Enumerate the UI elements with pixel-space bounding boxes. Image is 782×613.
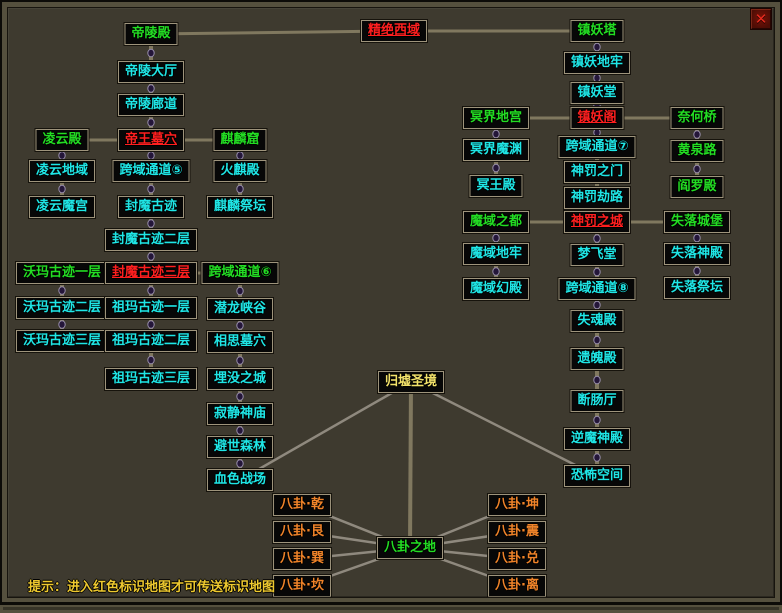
map-node-diwang-muxue[interactable]: 帝王墓穴 <box>117 129 185 151</box>
map-node-bagua-dui[interactable]: 八卦·兑 <box>488 548 546 570</box>
map-node-bagua-li[interactable]: 八卦·离 <box>488 575 546 597</box>
map-node-zhenyao-ge[interactable]: 镇妖阁 <box>570 107 624 129</box>
map-node-yipo-dian[interactable]: 遗魄殿 <box>570 348 624 370</box>
map-node-qianlong-xiagu[interactable]: 潜龙峡谷 <box>206 298 274 320</box>
map-node-mengfei-tang[interactable]: 梦飞堂 <box>570 244 624 266</box>
map-node-huoqi-dian[interactable]: 火麒殿 <box>213 160 267 182</box>
hint-text: 提示：进入红色标识地图才可传送标识地图 <box>28 580 276 595</box>
close-icon: ✕ <box>754 9 768 28</box>
map-node-moyu-zhidu[interactable]: 魔域之都 <box>462 211 530 233</box>
map-node-maimo-zhicheng[interactable]: 埋没之城 <box>206 368 274 390</box>
map-node-lingyun-mogong[interactable]: 凌云魔宫 <box>28 196 96 218</box>
map-node-woma-1[interactable]: 沃玛古迹一层 <box>15 262 109 284</box>
map-node-yanluo-dian[interactable]: 阎罗殿 <box>670 176 724 198</box>
map-node-shenfa-jielu[interactable]: 神罚劫路 <box>563 187 631 209</box>
map-node-diling-dating[interactable]: 帝陵大厅 <box>117 61 185 83</box>
map-node-bagua-gen[interactable]: 八卦·艮 <box>273 521 331 543</box>
map-node-shiluo-chengbao[interactable]: 失落城堡 <box>663 211 731 233</box>
map-node-lingyun-dian[interactable]: 凌云殿 <box>35 129 89 151</box>
map-node-mingjie-digong[interactable]: 冥界地宫 <box>462 107 530 129</box>
map-node-zhenyao-tang[interactable]: 镇妖堂 <box>570 82 624 104</box>
map-node-zhenyao-dilao[interactable]: 镇妖地牢 <box>563 52 631 74</box>
map-node-bagua-kan[interactable]: 八卦·坎 <box>273 575 331 597</box>
map-node-jingjue-xiyu[interactable]: 精绝西域 <box>360 20 428 42</box>
map-node-moyu-huandian[interactable]: 魔域幻殿 <box>462 278 530 300</box>
map-node-nimo-shendian[interactable]: 逆魔神殿 <box>563 428 631 450</box>
map-node-diling-dian[interactable]: 帝陵殿 <box>124 23 178 45</box>
map-node-kuayu-5[interactable]: 跨域通道⑤ <box>112 160 190 182</box>
map-node-guixu-shengjing[interactable]: 归墟圣境 <box>377 371 445 393</box>
map-node-lingyun-diyu[interactable]: 凌云地域 <box>28 160 96 182</box>
map-node-xiangsi-muxue[interactable]: 相思墓穴 <box>206 331 274 353</box>
map-node-shiluo-jitan[interactable]: 失落祭坛 <box>663 277 731 299</box>
map-node-mingjie-moyuan[interactable]: 冥界魔渊 <box>462 139 530 161</box>
map-node-bagua-zhen[interactable]: 八卦·震 <box>488 521 546 543</box>
map-node-bagua-xun[interactable]: 八卦·巽 <box>273 548 331 570</box>
map-node-shenfa-zhimen[interactable]: 神罚之门 <box>563 161 631 183</box>
map-node-bagua-zhidi[interactable]: 八卦之地 <box>376 537 444 559</box>
map-node-bagua-qian[interactable]: 八卦·乾 <box>273 494 331 516</box>
map-node-duanchang-ting[interactable]: 断肠厅 <box>570 390 624 412</box>
map-node-woma-3[interactable]: 沃玛古迹三层 <box>15 330 109 352</box>
map-node-qilin-jitan[interactable]: 麒麟祭坛 <box>206 196 274 218</box>
map-node-kongbu-kongjian[interactable]: 恐怖空间 <box>563 465 631 487</box>
map-node-jijing-shenmiao[interactable]: 寂静神庙 <box>206 403 274 425</box>
map-node-shiluo-shendian[interactable]: 失落神殿 <box>663 243 731 265</box>
map-node-kuayu-7[interactable]: 跨域通道⑦ <box>558 136 636 158</box>
map-node-shenfa-zhicheng[interactable]: 神罚之城 <box>563 211 631 233</box>
map-node-kuayu-8[interactable]: 跨域通道⑧ <box>558 278 636 300</box>
map-node-zhenyao-ta[interactable]: 镇妖塔 <box>570 20 624 42</box>
map-node-fengmo-guji[interactable]: 封魔古迹 <box>117 196 185 218</box>
map-node-fengmo-3[interactable]: 封魔古迹三层 <box>104 262 198 284</box>
map-node-naihe-qiao[interactable]: 奈何桥 <box>670 107 724 129</box>
map-node-huangquan-lu[interactable]: 黄泉路 <box>670 140 724 162</box>
map-node-zuma-1[interactable]: 祖玛古迹一层 <box>104 297 198 319</box>
map-node-bagua-kun[interactable]: 八卦·坤 <box>488 494 546 516</box>
map-node-kuayu-6[interactable]: 跨域通道⑥ <box>201 262 279 284</box>
map-node-bishi-senlin[interactable]: 避世森林 <box>206 436 274 458</box>
map-node-fengmo-2[interactable]: 封魔古迹二层 <box>104 229 198 251</box>
close-button[interactable]: ✕ <box>750 8 772 30</box>
map-node-moyu-dilao[interactable]: 魔域地牢 <box>462 243 530 265</box>
map-node-qilin-ku[interactable]: 麒麟窟 <box>213 129 267 151</box>
map-node-zuma-3[interactable]: 祖玛古迹三层 <box>104 368 198 390</box>
map-node-shihun-dian[interactable]: 失魂殿 <box>570 310 624 332</box>
map-node-woma-2[interactable]: 沃玛古迹二层 <box>15 297 109 319</box>
map-node-xuese-zhanchang[interactable]: 血色战场 <box>206 469 274 491</box>
map-node-diling-langdao[interactable]: 帝陵廊道 <box>117 94 185 116</box>
map-node-mingwang-dian[interactable]: 冥王殿 <box>469 175 523 197</box>
map-node-zuma-2[interactable]: 祖玛古迹二层 <box>104 330 198 352</box>
